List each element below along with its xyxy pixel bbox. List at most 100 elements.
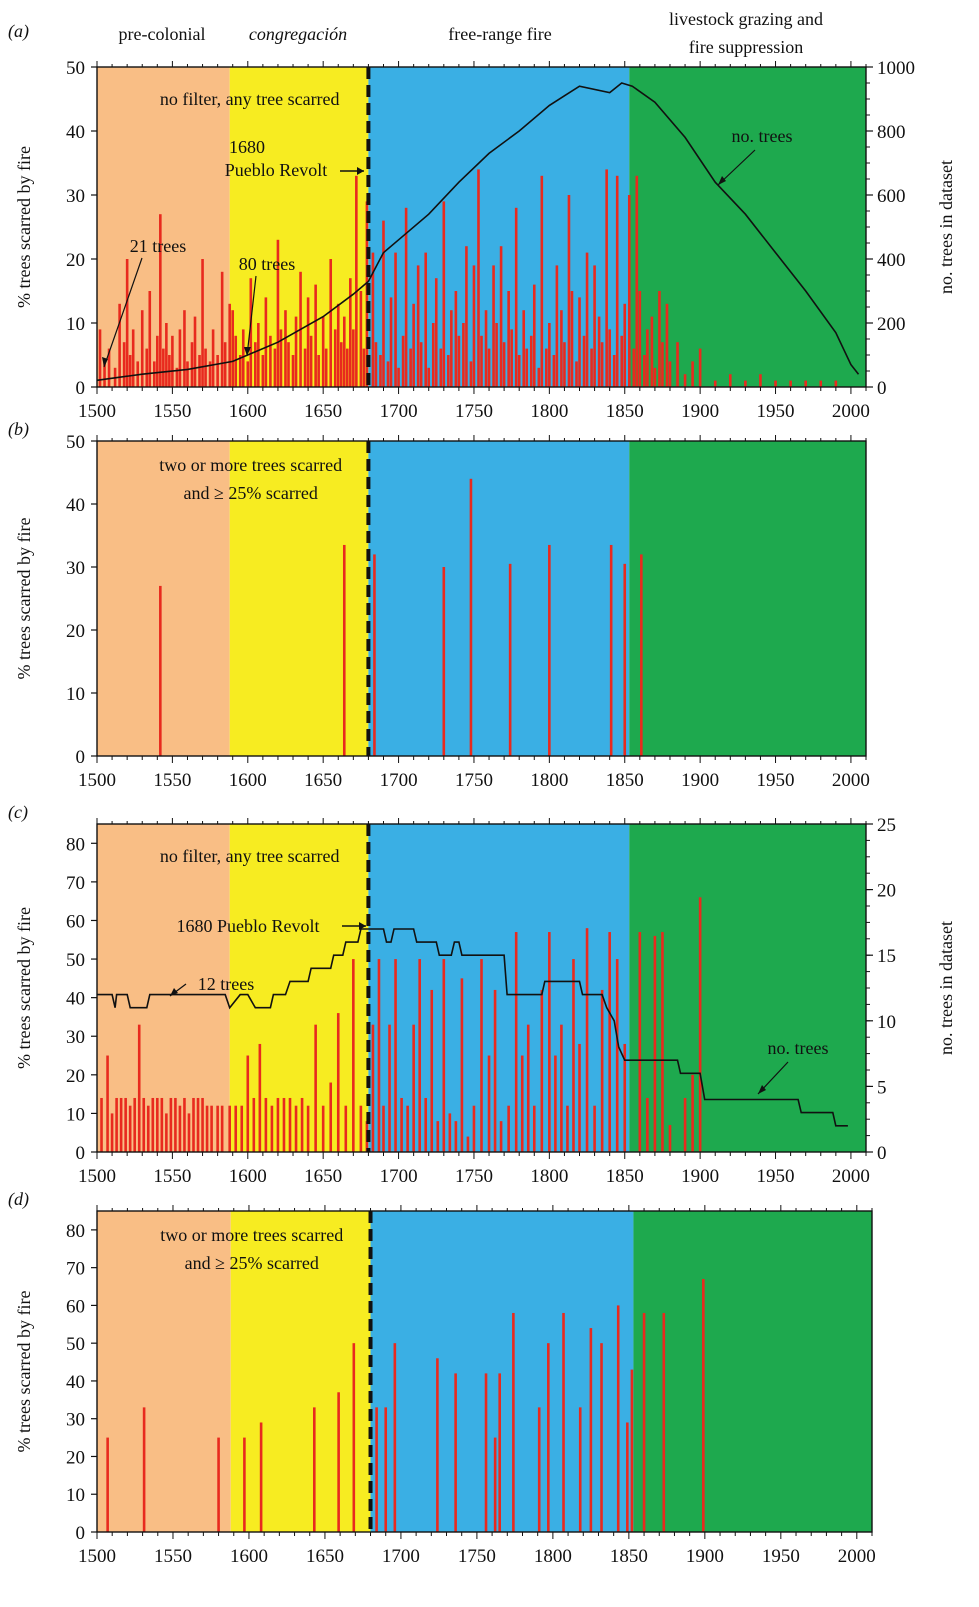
bar (362, 348, 366, 387)
period-band-2 (370, 1211, 634, 1532)
bar (529, 335, 533, 387)
bar (246, 1055, 250, 1152)
period-label-congregacion: congregación (249, 24, 347, 44)
x-tick-label: 1950 (757, 401, 795, 422)
bar (560, 1024, 563, 1152)
bar (484, 1373, 488, 1532)
bar (329, 259, 333, 387)
bar (552, 355, 556, 387)
period-band-0 (97, 67, 230, 387)
panel-a: 0 200 400 600 800 1000 no. trees in dataset 0 10… (8, 21, 956, 422)
bar (317, 355, 320, 387)
bar (228, 1105, 231, 1152)
bar (119, 1097, 123, 1152)
y-tick-label: 70 (66, 1259, 85, 1280)
bar (373, 554, 376, 756)
bar (186, 361, 189, 387)
bar (309, 335, 313, 387)
bar (728, 374, 732, 387)
y2-axis-label: no. trees in dataset (936, 160, 956, 294)
y2-tick-label: 20 (877, 881, 896, 902)
x-tick-label: 1500 (78, 770, 116, 791)
bar (819, 380, 823, 387)
bar (834, 380, 838, 387)
bar (393, 1343, 397, 1532)
y2-tick-label: 1000 (877, 58, 915, 79)
period-band-3 (633, 1211, 872, 1532)
x-tick-label: 1600 (230, 1546, 268, 1567)
bar (545, 348, 548, 387)
panel-label: (c) (8, 802, 28, 823)
bar (661, 342, 664, 387)
bar (165, 1113, 168, 1152)
bar (623, 1043, 627, 1152)
bar (406, 1105, 409, 1152)
period-band-3 (629, 441, 866, 756)
bar (375, 1407, 378, 1532)
bar (287, 342, 290, 387)
bar (548, 544, 551, 756)
bar (146, 1105, 150, 1152)
bar (448, 1113, 452, 1152)
bar (492, 265, 495, 387)
y-tick-label: 60 (66, 1296, 85, 1317)
x-tick-label: 1800 (530, 401, 568, 422)
panel-label: (b) (8, 419, 29, 440)
arrow-80-trees (246, 275, 257, 357)
x-tick-label: 1700 (380, 1166, 418, 1187)
period-label-livestock-line2: fire suppression (689, 37, 803, 57)
y-tick-label: 0 (76, 747, 86, 768)
bar (547, 1343, 550, 1532)
bar (401, 335, 405, 387)
y2-tick-label: 25 (877, 815, 896, 836)
y-tick-label: 0 (76, 1143, 86, 1164)
x-tick-label: 1550 (154, 1546, 192, 1567)
bar (404, 207, 408, 387)
bar (578, 1407, 582, 1532)
bar (522, 310, 526, 387)
y-tick-label: 50 (66, 950, 85, 971)
bar (371, 1024, 375, 1152)
y-axis-label: % trees scarred by fire (14, 146, 34, 308)
bar (313, 1407, 316, 1532)
bar (137, 1024, 141, 1152)
x-tick-label: 2000 (832, 770, 870, 791)
annotation-21-trees: 21 trees (130, 236, 186, 256)
x-tick-label: 1750 (455, 401, 493, 422)
plot-frame (96, 823, 867, 1153)
annotation-1680: 1680 (229, 137, 265, 157)
bar (570, 291, 574, 387)
bar (626, 1422, 629, 1532)
y2-tick-label: 5 (877, 1077, 887, 1098)
bar (548, 323, 551, 387)
bar (702, 1278, 705, 1532)
bar (409, 348, 412, 387)
bar (600, 342, 604, 387)
bar (620, 335, 624, 387)
bar (377, 959, 381, 1152)
y-tick-label: 80 (66, 1221, 85, 1242)
x-tick-label: 1550 (153, 1166, 191, 1187)
x-tick-label: 1500 (78, 401, 116, 422)
x-tick-label: 1800 (530, 1166, 568, 1187)
panel-c: 0 5 10 15 20 25 no. trees in dataset 0 10 20 30 40 5… (8, 802, 956, 1187)
y-tick-label: 50 (66, 58, 85, 79)
bar (261, 355, 265, 387)
period-band-2 (368, 824, 630, 1152)
bar (103, 361, 106, 387)
y-tick-label: 10 (66, 684, 85, 705)
bar (106, 1055, 109, 1152)
bar (590, 348, 593, 387)
x-tick-label: 1650 (306, 1546, 344, 1567)
bar (389, 297, 393, 387)
bar (384, 1407, 388, 1532)
bar (124, 1097, 127, 1152)
bar (454, 1373, 457, 1532)
bar (630, 1369, 634, 1532)
bar (582, 335, 586, 387)
bar (220, 271, 224, 387)
bar (585, 928, 589, 1152)
y2-tick-label: 10 (877, 1012, 896, 1033)
bar (100, 1097, 103, 1152)
